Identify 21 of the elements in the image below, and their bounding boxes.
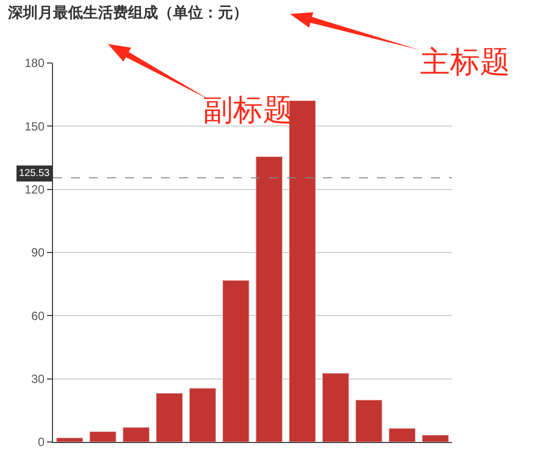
bar	[222, 280, 250, 442]
bar	[56, 437, 84, 442]
y-tick-label: 30	[31, 372, 45, 386]
y-tick-label: 90	[31, 246, 45, 260]
ref-line-label: 125.53	[19, 168, 50, 179]
y-tick-label: 180	[24, 56, 45, 70]
bar	[122, 426, 150, 442]
bar	[156, 392, 184, 442]
bar	[422, 434, 450, 442]
chart-title: 深圳月最低生活费组成（单位：元）	[7, 4, 248, 22]
y-tick-label: 60	[31, 308, 45, 323]
bar	[255, 156, 283, 442]
y-tick-label: 0	[38, 435, 45, 450]
bar	[322, 372, 350, 442]
bar	[355, 399, 383, 442]
bar	[388, 428, 416, 442]
bar	[89, 430, 117, 442]
bar	[188, 388, 216, 442]
annotation: 主标题	[420, 46, 510, 79]
y-tick-label: 120	[24, 182, 45, 197]
y-tick-label: 150	[24, 119, 45, 134]
